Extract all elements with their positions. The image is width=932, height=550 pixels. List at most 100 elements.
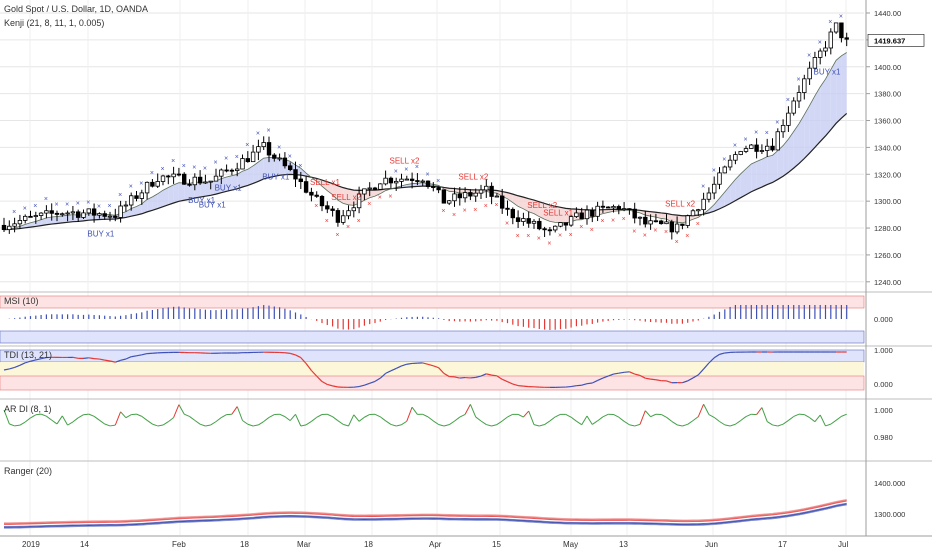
sell-marker: × — [558, 232, 562, 239]
ardi-line — [385, 420, 392, 425]
tdi-pane[interactable] — [0, 345, 932, 391]
cloud-segment — [369, 190, 375, 198]
tdi-line — [618, 371, 625, 374]
cloud-segment — [502, 191, 508, 199]
candle-body — [526, 218, 531, 224]
sell-marker: × — [516, 233, 520, 240]
ardi-pane[interactable] — [0, 398, 932, 427]
ardi-line — [146, 419, 153, 425]
candle-body — [314, 194, 319, 197]
ardi-line — [586, 415, 593, 425]
candle-body — [351, 207, 356, 212]
candle-body — [91, 208, 97, 216]
candle-body — [139, 192, 144, 199]
cloud-segment — [41, 217, 47, 226]
price-pane[interactable]: × × × × × × × × × × × × × × × × × × × × × × × × × × × × × × × × × × × × × × × ×… — [1, 14, 849, 248]
sell-signal-label: SELL x2 — [331, 193, 361, 202]
cloud-segment — [693, 215, 699, 220]
candle-body — [123, 204, 129, 207]
tdi-line — [523, 385, 529, 388]
cloud-segment — [809, 95, 815, 154]
sell-marker: × — [600, 218, 604, 225]
time-tick-label: 18 — [364, 540, 373, 549]
candle-body — [749, 144, 754, 149]
ardi-line — [93, 415, 100, 421]
candle-body — [765, 145, 770, 151]
candle-body — [441, 189, 447, 204]
candle-body — [65, 212, 70, 215]
buy-signal-label: BUY x1 — [262, 173, 290, 182]
cloud-segment — [671, 214, 678, 223]
ardi-line — [581, 415, 588, 425]
candle-body — [515, 217, 521, 222]
cloud-segment — [247, 165, 254, 186]
candle-body — [659, 220, 664, 225]
cloud-segment — [655, 212, 662, 219]
buy-marker: × — [426, 171, 430, 178]
tdi-line — [655, 379, 662, 382]
buy-marker: × — [108, 203, 112, 210]
tdi-title: TDI (13, 21) — [4, 350, 52, 360]
price-tick-label: 1300.00 — [874, 197, 901, 206]
time-axis[interactable]: 2019 14 Feb 18 Mar 18 Apr 15 May 13 Jun 17 Jul — [0, 535, 932, 549]
candle-body — [33, 215, 38, 217]
ardi-line — [14, 424, 20, 427]
ardi-line — [830, 419, 837, 425]
ardi-line — [242, 420, 249, 425]
tdi-line — [310, 370, 318, 377]
ardi-line — [162, 421, 169, 426]
ardi-line — [247, 423, 254, 427]
buy-marker: × — [97, 203, 101, 210]
ardi-line — [19, 421, 26, 426]
tdi-line — [99, 358, 105, 361]
price-tick-label: 1400.00 — [874, 63, 901, 72]
cloud-segment — [783, 139, 789, 177]
buy-marker: × — [775, 119, 779, 126]
candle-body — [653, 220, 659, 223]
cloud-segment — [767, 155, 773, 185]
tdi-line — [427, 363, 434, 367]
ardi-line — [406, 406, 413, 422]
candle-body — [627, 208, 632, 211]
cloud-segment — [714, 198, 720, 212]
candle-body — [197, 176, 203, 184]
cloud-segment — [751, 161, 757, 192]
sell-marker: × — [335, 232, 339, 239]
cloud-segment — [147, 196, 153, 212]
ranger-line — [3, 504, 847, 529]
tdi-line — [634, 373, 641, 377]
ardi-line — [289, 413, 296, 421]
time-tick-label: 17 — [778, 540, 787, 549]
ardi-line — [841, 413, 847, 417]
ardi-line — [178, 404, 185, 415]
tdi-line — [692, 374, 699, 379]
tdi-line — [401, 363, 407, 367]
ardi-line — [719, 421, 726, 426]
ardi-line — [660, 414, 667, 418]
candle-body — [791, 100, 796, 114]
time-tick-label: 2019 — [22, 540, 40, 549]
candle-body — [309, 191, 314, 196]
ardi-line — [687, 420, 694, 425]
price-axis[interactable]: 1440.001420.001400.001380.001360.001340.… — [865, 0, 925, 536]
sell-marker: × — [378, 194, 382, 201]
cloud-segment — [136, 203, 142, 216]
candle-body — [717, 172, 722, 185]
msi-pane[interactable] — [0, 291, 932, 344]
cloud-segment — [348, 189, 354, 206]
candle-body — [367, 187, 372, 190]
candle-body — [674, 223, 680, 233]
ranger-pane[interactable] — [0, 460, 932, 529]
candle-body — [823, 47, 828, 52]
candle-body — [484, 185, 489, 191]
cloud-segment — [263, 157, 269, 179]
candle-body — [727, 159, 733, 168]
cloud-segment — [761, 156, 768, 188]
candle-body — [457, 193, 462, 199]
cloud-segment — [804, 105, 810, 159]
candle-body — [685, 215, 690, 226]
candle-body — [600, 205, 606, 208]
sell-marker: × — [505, 221, 509, 228]
candle-body — [224, 169, 229, 172]
